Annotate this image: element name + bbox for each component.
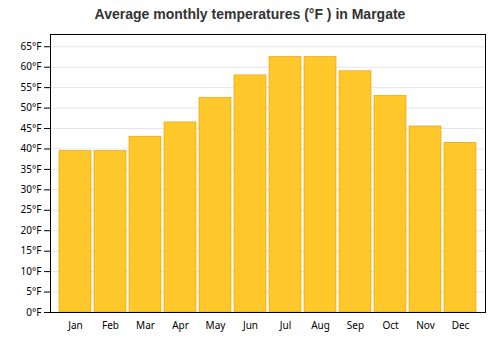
- svg-text:Sep: Sep: [347, 318, 364, 332]
- svg-text:15°F: 15°F: [21, 243, 42, 257]
- svg-text:Nov: Nov: [416, 318, 435, 332]
- svg-text:55°F: 55°F: [21, 80, 42, 94]
- svg-text:10°F: 10°F: [21, 264, 42, 278]
- svg-text:Apr: Apr: [172, 318, 189, 332]
- svg-text:0°F: 0°F: [26, 305, 41, 319]
- svg-text:Jan: Jan: [67, 318, 83, 332]
- svg-text:May: May: [206, 318, 227, 332]
- svg-text:30°F: 30°F: [21, 182, 42, 196]
- svg-text:Aug: Aug: [311, 318, 330, 332]
- svg-text:Jun: Jun: [242, 318, 258, 332]
- svg-text:Feb: Feb: [102, 318, 119, 332]
- svg-text:5°F: 5°F: [26, 284, 41, 298]
- svg-text:35°F: 35°F: [21, 162, 42, 176]
- svg-text:Oct: Oct: [382, 318, 399, 332]
- svg-text:65°F: 65°F: [21, 39, 42, 53]
- svg-text:Dec: Dec: [452, 318, 470, 332]
- html-text:Average monthly temperatures (: Average monthly temperatures (°F ) in Ma…: [94, 6, 406, 22]
- svg-text:45°F: 45°F: [21, 121, 42, 135]
- svg-text:Jul: Jul: [279, 318, 292, 332]
- svg-text:20°F: 20°F: [21, 223, 42, 237]
- svg-text:60°F: 60°F: [21, 59, 42, 73]
- svg-text:50°F: 50°F: [21, 100, 42, 114]
- svg-text:25°F: 25°F: [21, 202, 42, 216]
- svg-text:Mar: Mar: [136, 318, 155, 332]
- svg-text:40°F: 40°F: [21, 141, 42, 155]
